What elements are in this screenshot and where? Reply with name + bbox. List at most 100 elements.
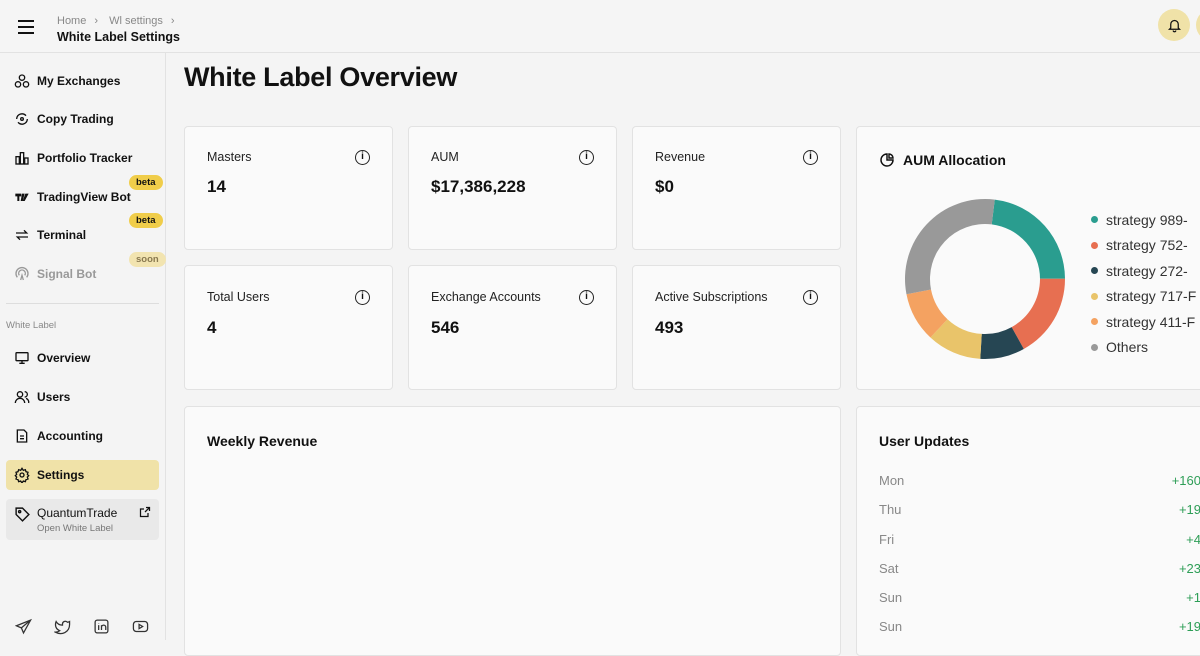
sidebar-item-copy-trading[interactable]: Copy Trading: [6, 104, 159, 134]
list-item: Sat +23: [879, 561, 1200, 590]
list-item: Thu +19: [879, 502, 1200, 531]
info-icon[interactable]: i: [579, 150, 594, 165]
user-updates-card: User Updates Mon +160 Thu +19 Fri +4 Sat +23 Sun…: [856, 406, 1200, 656]
sidebar-item-label: Terminal: [37, 228, 87, 242]
sidebar-item-portfolio-tracker[interactable]: Portfolio Tracker: [6, 143, 159, 173]
info-icon[interactable]: i: [579, 290, 594, 305]
sidebar-item-label: Portfolio Tracker: [37, 151, 133, 165]
sidebar-item-terminal[interactable]: Terminal: [6, 220, 159, 250]
update-value: +4: [1186, 531, 1200, 547]
sidebar-item-settings[interactable]: Settings: [6, 460, 159, 490]
breadcrumb-home[interactable]: Home: [57, 15, 87, 27]
donut-slice[interactable]: [905, 199, 995, 295]
external-link-icon: [139, 506, 151, 518]
sidebar-item-accounting[interactable]: Accounting: [6, 421, 159, 451]
stat-card-aum: AUM i $17,386,228: [408, 126, 617, 250]
sidebar-item-label: Signal Bot: [37, 267, 97, 281]
stat-label: Masters: [207, 150, 252, 164]
aum-allocation-card: AUM Allocation strategy 989- strategy 752…: [856, 126, 1200, 390]
donut-slice[interactable]: [930, 319, 982, 359]
legend-label: strategy 752-: [1106, 237, 1188, 254]
sidebar: My Exchanges Copy Trading Portfolio Trac…: [0, 53, 166, 640]
legend-item[interactable]: Others: [1091, 335, 1196, 361]
update-day: Sun: [879, 590, 903, 606]
profile-button[interactable]: [1196, 9, 1200, 41]
donut-slice[interactable]: [1011, 278, 1065, 349]
open-white-label-button[interactable]: QuantumTrade Open White Label: [6, 499, 159, 540]
info-icon[interactable]: i: [355, 150, 370, 165]
sidebar-item-label: Users: [37, 390, 71, 404]
sidebar-item-label: Accounting: [37, 429, 103, 443]
notifications-button[interactable]: [1158, 9, 1190, 41]
stat-card-total-users: Total Users i 4: [184, 265, 393, 390]
user-updates-title: User Updates: [879, 433, 970, 449]
gear-icon: [14, 467, 30, 483]
sidebar-item-label: Copy Trading: [37, 112, 114, 126]
update-day: Sun: [879, 619, 903, 635]
legend-label: strategy 272-: [1106, 262, 1188, 279]
info-icon[interactable]: i: [803, 150, 818, 165]
divider: [6, 303, 159, 304]
legend-label: strategy 411-F: [1106, 313, 1196, 330]
legend-label: strategy 717-F: [1106, 288, 1197, 305]
sidebar-item-signal-bot[interactable]: Signal Bot: [6, 259, 159, 289]
sidebar-item-overview[interactable]: Overview: [6, 343, 159, 373]
user-updates-list: Mon +160 Thu +19 Fri +4 Sat +23 Sun +1 Sun +19: [879, 473, 1200, 649]
breadcrumb: Home › Wl settings ›: [57, 15, 175, 27]
legend-swatch: [1091, 216, 1098, 224]
donut-slice[interactable]: [991, 199, 1065, 279]
update-value: +160: [1171, 473, 1200, 488]
arrows-icon: [15, 229, 29, 241]
legend-label: strategy 989-: [1106, 211, 1188, 228]
stat-value: 14: [207, 177, 226, 196]
stat-card-revenue: Revenue i $0: [632, 126, 841, 250]
legend-swatch: [1091, 267, 1098, 275]
legend-item[interactable]: strategy 717-F: [1091, 284, 1196, 310]
donut-slice[interactable]: [906, 289, 948, 338]
chart-legend: strategy 989- strategy 752- strategy 272- s…: [1091, 207, 1196, 360]
sidebar-item-label: Settings: [37, 468, 85, 482]
info-icon[interactable]: i: [355, 290, 370, 305]
donut-slice[interactable]: [980, 327, 1024, 359]
sidebar-item-users[interactable]: Users: [6, 382, 159, 412]
stat-label: Revenue: [655, 150, 706, 164]
legend-swatch: [1091, 241, 1098, 249]
update-value: +1: [1186, 590, 1200, 606]
chart-title: AUM Allocation: [903, 152, 1006, 168]
sidebar-item-my-exchanges[interactable]: My Exchanges: [6, 66, 159, 96]
linkedin-icon[interactable]: [93, 618, 110, 635]
legend-swatch: [1091, 318, 1098, 326]
update-day: Thu: [879, 502, 902, 518]
stat-label: AUM: [431, 150, 459, 164]
stat-value: 4: [207, 318, 217, 337]
legend-item[interactable]: strategy 272-: [1091, 258, 1196, 284]
update-value: +19: [1178, 619, 1200, 635]
page-title: White Label Settings: [57, 30, 180, 44]
document-icon: [16, 429, 28, 443]
sidebar-item-label: My Exchanges: [37, 74, 121, 88]
sidebar-item-label: Overview: [37, 351, 91, 365]
update-day: Sat: [879, 560, 899, 576]
legend-item[interactable]: strategy 989-: [1091, 207, 1196, 233]
telegram-icon[interactable]: [15, 618, 32, 635]
youtube-icon[interactable]: [132, 618, 149, 635]
sidebar-item-tradingview-bot[interactable]: TradingView Bot: [6, 182, 159, 212]
legend-swatch: [1091, 292, 1098, 300]
stat-card-active-subscriptions: Active Subscriptions i 493: [632, 265, 841, 390]
stat-label: Total Users: [207, 290, 270, 304]
info-icon[interactable]: i: [803, 290, 818, 305]
legend-item[interactable]: strategy 752-: [1091, 233, 1196, 259]
pie-chart-icon: [880, 153, 894, 167]
section-label: White Label: [6, 320, 57, 331]
aum-donut-chart: [905, 199, 1065, 359]
beta-badge: beta: [129, 213, 163, 228]
stat-value: 493: [655, 318, 684, 337]
menu-icon[interactable]: [18, 20, 34, 34]
beta-badge: beta: [129, 175, 163, 190]
update-day: Mon: [879, 473, 905, 488]
exchanges-icon: [14, 74, 30, 88]
breadcrumb-wl-settings[interactable]: Wl settings: [109, 15, 163, 27]
legend-item[interactable]: strategy 411-F: [1091, 309, 1196, 335]
page-heading: White Label Overview: [184, 62, 458, 92]
twitter-icon[interactable]: [54, 618, 71, 635]
